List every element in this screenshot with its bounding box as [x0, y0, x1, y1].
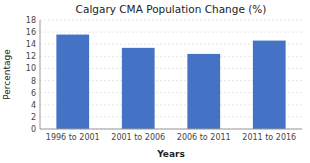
y-tick-label: 0: [31, 125, 36, 134]
bar: [187, 54, 220, 129]
x-tick-label: 2006 to 2011: [177, 133, 231, 142]
y-tick-label: 8: [31, 77, 36, 86]
x-tick-labels: 1996 to 2001 2001 to 2006 2006 to 2011 2011…: [46, 133, 296, 142]
chart-container: Calgary CMA Population Change (%) 0 2 4 6 8 10…: [0, 0, 310, 163]
y-tick-label: 4: [31, 101, 36, 110]
bar: [56, 35, 89, 129]
y-tick-label: 6: [31, 89, 36, 98]
grid-line: [40, 129, 302, 130]
chart: Calgary CMA Population Change (%) 0 2 4 6 8 10…: [0, 0, 310, 163]
grid: [40, 20, 302, 129]
grid-line: [40, 20, 302, 21]
bar: [122, 48, 155, 129]
y-axis-label: Percentage: [2, 49, 12, 100]
x-tick-label: 1996 to 2001: [46, 133, 100, 142]
y-tick-label: 18: [26, 16, 36, 25]
x-tick-label: 2011 to 2016: [242, 133, 296, 142]
y-axis-line: [40, 20, 41, 129]
y-tick-label: 16: [26, 28, 36, 37]
y-tick-label: 2: [31, 113, 36, 122]
bars: [56, 35, 285, 129]
y-tick-label: 12: [26, 52, 36, 61]
y-tick-label: 10: [26, 64, 36, 73]
title: Calgary CMA Population Change (%): [76, 3, 267, 15]
y-tick-labels: 0 2 4 6 8 10 12 14 16 18: [26, 16, 36, 134]
grid-line: [40, 32, 302, 33]
x-axis-label: Years: [156, 149, 185, 159]
page: {"chart_data": {"type": "bar", "title": …: [0, 0, 310, 163]
bar: [253, 41, 286, 129]
y-tick-label: 14: [26, 40, 36, 49]
x-axis-line: [40, 129, 302, 130]
x-tick-label: 2001 to 2006: [111, 133, 165, 142]
